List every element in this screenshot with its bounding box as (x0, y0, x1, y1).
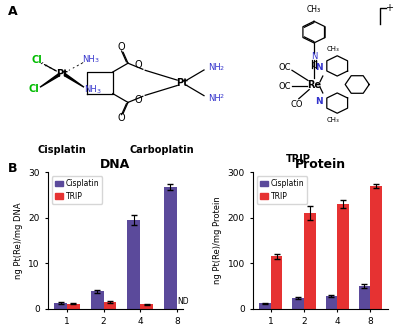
Text: Carboplatin: Carboplatin (130, 145, 194, 155)
Title: Protein: Protein (295, 158, 346, 171)
Text: B: B (8, 162, 18, 176)
Bar (337, 204, 349, 309)
Text: Cl: Cl (29, 84, 39, 94)
Text: NH: NH (82, 55, 95, 64)
Text: 3: 3 (97, 89, 101, 94)
Bar (326, 296, 337, 309)
Text: +: + (385, 4, 393, 13)
Text: N: N (316, 63, 323, 72)
Text: CH₃: CH₃ (327, 117, 340, 123)
Text: Pt: Pt (56, 69, 68, 79)
Text: O: O (117, 42, 125, 52)
Text: OC: OC (279, 82, 292, 91)
Polygon shape (64, 73, 84, 87)
Text: Cisplatin: Cisplatin (38, 145, 86, 155)
Bar (292, 298, 304, 309)
Text: 2: 2 (219, 66, 223, 72)
Text: N: N (316, 97, 323, 106)
Text: CH₃: CH₃ (327, 46, 340, 52)
Text: Re: Re (307, 80, 321, 89)
Y-axis label: ng Pt(Re)/mg DNA: ng Pt(Re)/mg DNA (14, 202, 23, 279)
Legend: Cisplatin, TRIP: Cisplatin, TRIP (257, 176, 307, 204)
Text: NH: NH (208, 63, 221, 72)
Text: C: C (311, 61, 317, 70)
Text: CO: CO (291, 99, 304, 109)
Bar (104, 302, 116, 309)
Text: Pt: Pt (176, 78, 188, 88)
Y-axis label: ng Pt(Re)/mg Protein: ng Pt(Re)/mg Protein (213, 197, 222, 284)
Text: TRIP: TRIP (286, 154, 310, 164)
Text: O: O (135, 60, 143, 70)
Bar (271, 256, 282, 309)
Text: ND: ND (177, 297, 189, 306)
Text: NH: NH (208, 94, 221, 102)
Bar (54, 303, 67, 309)
Text: 3: 3 (95, 58, 99, 63)
Polygon shape (40, 73, 60, 87)
Bar (91, 292, 104, 309)
Text: NH: NH (84, 85, 97, 94)
Text: O: O (135, 95, 143, 105)
Bar (259, 303, 271, 309)
Text: OC: OC (279, 63, 292, 72)
Legend: Cisplatin, TRIP: Cisplatin, TRIP (52, 176, 102, 204)
Bar (127, 220, 140, 309)
Text: 2: 2 (219, 94, 223, 99)
Bar (140, 304, 153, 309)
Bar (370, 186, 382, 309)
Text: Cl: Cl (32, 55, 42, 65)
Text: N: N (311, 52, 317, 61)
Text: A: A (8, 5, 18, 18)
Bar (164, 187, 177, 309)
Bar (67, 304, 80, 309)
Text: O: O (117, 113, 125, 123)
Text: CH₃: CH₃ (307, 5, 321, 14)
Bar (304, 213, 316, 309)
Bar (359, 286, 370, 309)
Title: DNA: DNA (100, 158, 130, 171)
